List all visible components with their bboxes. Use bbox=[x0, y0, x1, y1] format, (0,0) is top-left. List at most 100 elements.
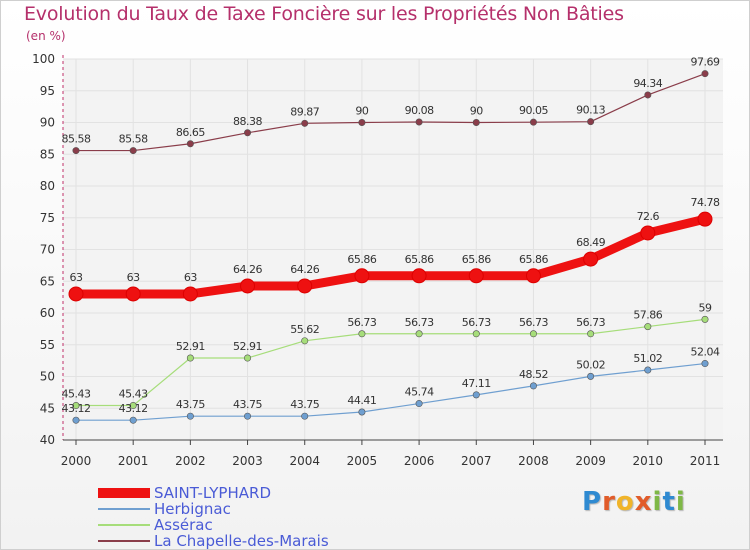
data-point bbox=[72, 416, 80, 424]
data-label: 68.49 bbox=[576, 236, 605, 249]
data-label: 88.38 bbox=[233, 115, 262, 128]
legend-swatch-saint-lyphard bbox=[98, 488, 150, 498]
chart-subtitle: (en %) bbox=[26, 29, 66, 43]
data-point bbox=[358, 330, 366, 338]
data-label: 47.11 bbox=[462, 377, 491, 390]
data-label: 56.73 bbox=[576, 316, 605, 329]
data-point bbox=[358, 408, 366, 416]
y-tick-label: 70 bbox=[40, 243, 55, 257]
data-label: 52.91 bbox=[176, 340, 205, 353]
y-tick-label: 50 bbox=[40, 370, 55, 384]
data-label: 90.08 bbox=[405, 104, 434, 117]
y-tick-label: 40 bbox=[40, 433, 55, 447]
data-label: 51.02 bbox=[633, 352, 662, 365]
data-label: 94.34 bbox=[633, 77, 662, 90]
data-label: 50.02 bbox=[576, 358, 605, 371]
data-label: 44.41 bbox=[347, 394, 376, 407]
data-label: 45.43 bbox=[119, 388, 148, 401]
x-tick-label: 2002 bbox=[175, 454, 206, 468]
y-tick-label: 100 bbox=[32, 52, 55, 66]
data-point bbox=[244, 412, 252, 420]
data-label: 65.86 bbox=[405, 253, 434, 266]
logo-letter: P bbox=[582, 487, 603, 517]
data-point bbox=[525, 268, 541, 284]
data-label: 64.26 bbox=[290, 263, 319, 276]
data-label: 86.65 bbox=[176, 126, 205, 139]
data-label: 52.04 bbox=[691, 346, 720, 359]
data-label: 89.87 bbox=[290, 105, 319, 118]
data-label: 59 bbox=[699, 301, 712, 314]
data-label: 52.91 bbox=[233, 340, 262, 353]
data-point bbox=[244, 129, 252, 137]
x-tick-label: 2004 bbox=[289, 454, 320, 468]
data-point bbox=[72, 402, 80, 410]
data-label: 48.52 bbox=[519, 368, 548, 381]
logo-letter: t bbox=[662, 487, 676, 517]
data-label: 56.73 bbox=[519, 316, 548, 329]
data-point bbox=[587, 118, 595, 126]
data-label: 45.43 bbox=[62, 388, 91, 401]
data-point bbox=[529, 330, 537, 338]
legend-label-saint-lyphard: SAINT-LYPHARD bbox=[154, 484, 271, 502]
data-label: 63 bbox=[127, 271, 140, 284]
y-tick-label: 95 bbox=[40, 84, 55, 98]
data-point bbox=[129, 416, 137, 424]
data-label: 90 bbox=[355, 105, 368, 118]
logo-letter: x bbox=[634, 487, 653, 517]
data-label: 90.05 bbox=[519, 104, 548, 117]
x-tick-label: 2005 bbox=[347, 454, 378, 468]
x-tick-label: 2006 bbox=[404, 454, 435, 468]
data-point bbox=[301, 412, 309, 420]
data-point bbox=[583, 251, 599, 267]
data-point bbox=[244, 354, 252, 362]
data-point bbox=[587, 330, 595, 338]
data-point bbox=[186, 412, 194, 420]
data-label: 56.73 bbox=[347, 316, 376, 329]
y-tick-label: 60 bbox=[40, 306, 55, 320]
data-point bbox=[701, 360, 709, 368]
data-label: 43.75 bbox=[176, 398, 205, 411]
data-point bbox=[129, 147, 137, 155]
y-tick-label: 55 bbox=[40, 338, 55, 352]
data-point bbox=[701, 315, 709, 323]
x-tick-label: 2007 bbox=[461, 454, 492, 468]
data-point bbox=[186, 354, 194, 362]
data-point bbox=[644, 91, 652, 99]
data-label: 65.86 bbox=[462, 253, 491, 266]
data-point bbox=[358, 119, 366, 127]
x-tick-label: 2000 bbox=[61, 454, 92, 468]
data-point bbox=[125, 286, 141, 302]
data-point bbox=[411, 268, 427, 284]
legend-label-herbignac: Herbignac bbox=[154, 500, 231, 518]
x-tick-label: 2010 bbox=[633, 454, 664, 468]
data-point bbox=[697, 211, 713, 227]
logo-letter: i bbox=[652, 487, 663, 517]
data-point bbox=[240, 278, 256, 294]
data-point bbox=[529, 118, 537, 126]
legend-label-la-chapelle-des-marais: La Chapelle-des-Marais bbox=[154, 532, 329, 550]
data-label: 43.75 bbox=[233, 398, 262, 411]
data-point bbox=[354, 268, 370, 284]
y-tick-label: 75 bbox=[40, 211, 55, 225]
x-tick-label: 2001 bbox=[118, 454, 149, 468]
chart-title: Evolution du Taux de Taxe Foncière sur l… bbox=[24, 3, 624, 25]
data-point bbox=[587, 372, 595, 380]
data-label: 72.6 bbox=[637, 210, 660, 223]
y-tick-label: 65 bbox=[40, 274, 55, 288]
series-line-3 bbox=[75, 73, 706, 152]
data-label: 43.75 bbox=[290, 398, 319, 411]
data-label: 56.73 bbox=[462, 316, 491, 329]
data-label: 43.12 bbox=[62, 402, 91, 415]
data-point bbox=[186, 140, 194, 148]
data-label: 90 bbox=[470, 105, 483, 118]
data-label: 97.69 bbox=[691, 56, 720, 69]
data-point bbox=[644, 323, 652, 331]
data-label: 65.86 bbox=[347, 253, 376, 266]
data-point bbox=[415, 118, 423, 126]
data-point bbox=[415, 330, 423, 338]
data-point bbox=[297, 278, 313, 294]
legend-swatch-la-chapelle-des-marais bbox=[98, 540, 150, 542]
data-label: 85.58 bbox=[119, 133, 148, 146]
logo-letter: o bbox=[615, 487, 635, 517]
x-tick-label: 2009 bbox=[575, 454, 606, 468]
